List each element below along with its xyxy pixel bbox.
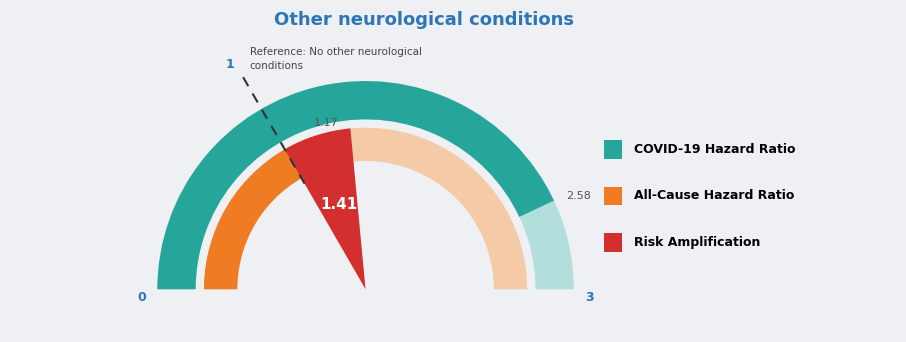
Bar — [603, 187, 622, 205]
Bar — [603, 234, 622, 252]
Wedge shape — [284, 128, 365, 289]
Text: Reference: No other neurological
conditions: Reference: No other neurological conditi… — [250, 47, 422, 70]
Text: All-Cause Hazard Ratio: All-Cause Hazard Ratio — [633, 189, 794, 202]
Wedge shape — [158, 81, 554, 289]
Text: COVID-19 Hazard Ratio: COVID-19 Hazard Ratio — [633, 143, 795, 156]
Text: Risk Amplification: Risk Amplification — [633, 236, 760, 249]
Wedge shape — [204, 137, 323, 289]
Text: 3: 3 — [585, 291, 594, 304]
Text: 1.17: 1.17 — [313, 118, 338, 128]
Wedge shape — [204, 128, 527, 289]
Text: 1: 1 — [226, 57, 235, 70]
Text: Other neurological conditions: Other neurological conditions — [274, 11, 573, 29]
Text: 0: 0 — [137, 291, 146, 304]
Text: 1.41: 1.41 — [320, 197, 357, 212]
Wedge shape — [158, 81, 573, 289]
Bar — [603, 140, 622, 158]
Text: 2.58: 2.58 — [566, 192, 592, 201]
